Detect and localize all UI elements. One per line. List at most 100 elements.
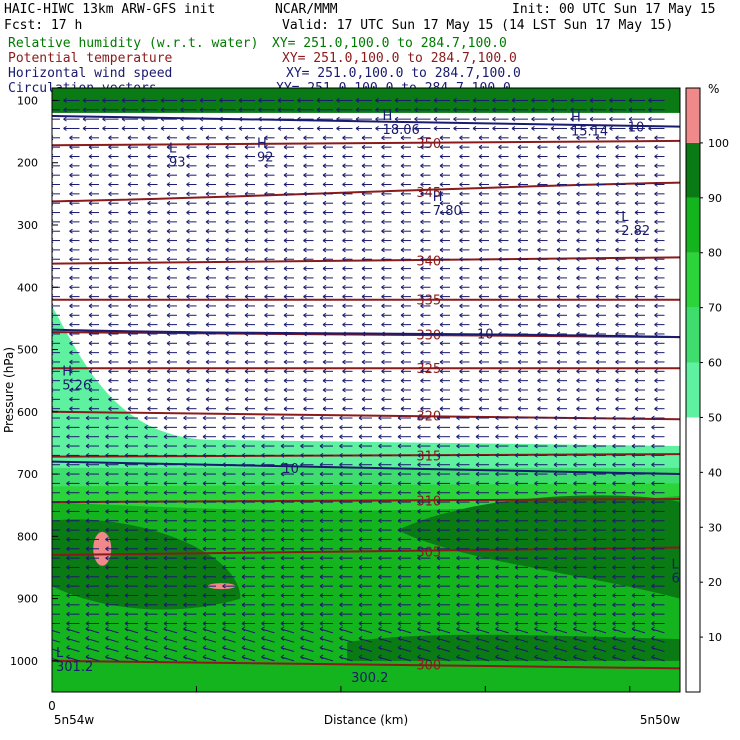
wind-vector-head (183, 424, 187, 430)
wind-vector-head (358, 635, 363, 641)
wind-vector-head (322, 387, 327, 393)
wind-vector-head (498, 172, 502, 178)
wind-vector-head (283, 294, 288, 300)
wind-vector-head (456, 654, 460, 660)
wind-vector-head (82, 116, 87, 122)
wind-vector-head (186, 312, 190, 318)
theta-contour-label: 330 (416, 329, 441, 344)
wind-vector-head (459, 266, 463, 271)
wind-vector-head (400, 331, 405, 337)
wind-vector (124, 656, 139, 662)
wind-vector-head (553, 527, 558, 533)
wind-vector-head (186, 378, 190, 384)
extremum-value: 93 (169, 155, 186, 170)
wind-vector-head (108, 266, 112, 271)
wind-vector-head (264, 331, 268, 337)
wind-vector-head (459, 256, 463, 262)
wind-vector-head (456, 434, 460, 440)
wind-vector-head (439, 210, 444, 215)
wind-vector-head (534, 537, 538, 542)
wind-vector-head (144, 471, 148, 477)
wind-vector-head (459, 406, 463, 412)
wind-vector-head (553, 471, 558, 477)
wind-vector-head (397, 574, 402, 580)
wind-vector-head (537, 228, 541, 234)
wind-vector-head (397, 462, 402, 468)
wind-vector-head (361, 172, 366, 178)
wind-vector-head (127, 312, 132, 318)
wind-vector-head (381, 396, 385, 402)
wind-vector-head (592, 527, 597, 533)
wind-vector-head (264, 294, 268, 300)
wind-vector (514, 656, 529, 662)
wind-vector-head (397, 424, 402, 430)
wind-vector-head (283, 312, 288, 318)
wind-vector-head (225, 396, 229, 402)
wind-vector-head (634, 210, 639, 215)
wind-vector-head (634, 350, 639, 356)
wind-vector (397, 656, 412, 662)
wind-vector-head (244, 378, 249, 384)
wind-vector-head (556, 359, 561, 365)
wind-vector-head (612, 480, 616, 486)
wind-vector-head (537, 340, 541, 346)
wind-vector-head (436, 593, 441, 598)
wind-vector-head (634, 322, 639, 328)
wind-vector-head (303, 312, 307, 318)
wind-vector-head (615, 200, 619, 206)
wind-vector-head (400, 387, 405, 393)
wind-vector-head (615, 154, 619, 159)
wind-vector-head (69, 312, 73, 318)
wind-vector-head (280, 480, 285, 486)
wind-vector-head (202, 415, 207, 421)
wind-vector-head (69, 340, 73, 346)
wind-vector-head (303, 322, 307, 328)
wind-vector-head (300, 621, 304, 626)
wind-vector-head (219, 116, 223, 122)
wind-vector-head (576, 275, 580, 281)
wind-vector-head (615, 406, 619, 412)
wind-vector-head (300, 527, 304, 533)
wind-vector-head (300, 462, 304, 468)
wind-vector-head (358, 555, 363, 561)
wind-vector-head (534, 654, 538, 660)
wind-vector-head (433, 116, 438, 122)
wind-vector-head (124, 593, 129, 598)
wind-vector-head (556, 191, 561, 197)
wind-vector-head (634, 359, 639, 365)
wind-vector-head (615, 144, 619, 150)
colorbar-tick-label: 10 (708, 631, 722, 644)
wind-vector-head (108, 182, 112, 187)
wind-vector-head (183, 602, 187, 608)
wind-vector-head (459, 275, 463, 281)
wind-vector-head (336, 98, 340, 103)
wind-vector-head (283, 275, 288, 281)
wind-vector-head (534, 555, 538, 561)
wind-vector-head (654, 238, 658, 243)
wind-vector-head (144, 621, 148, 626)
wind-vector-head (517, 238, 522, 243)
wind-vector-head (654, 191, 658, 197)
wind-vector-head (342, 396, 346, 402)
wind-vector-head (105, 499, 109, 505)
wind-vector-head (127, 163, 132, 169)
wind-vector-head (303, 387, 307, 393)
wind-vector-head (475, 434, 480, 440)
wind-vector-head (456, 527, 460, 533)
wind-vector-head (514, 593, 519, 598)
wind-vector-head (124, 537, 129, 542)
wind-vector-head (108, 210, 112, 215)
wind-vector-head (303, 210, 307, 215)
wind-vector-head (400, 163, 405, 169)
wind-vector-head (205, 340, 210, 346)
wind-vector-head (144, 452, 148, 458)
wind-vector-head (631, 480, 636, 486)
wind-vector-head (358, 611, 363, 617)
wind-vector-head (69, 266, 73, 271)
wind-vector-head (241, 518, 246, 524)
wind-vector-head (553, 654, 558, 660)
wind-vector-head (492, 126, 496, 131)
wind-vector-head (456, 518, 460, 524)
wind-vector-head (88, 396, 93, 402)
wind-vector-head (264, 256, 268, 262)
